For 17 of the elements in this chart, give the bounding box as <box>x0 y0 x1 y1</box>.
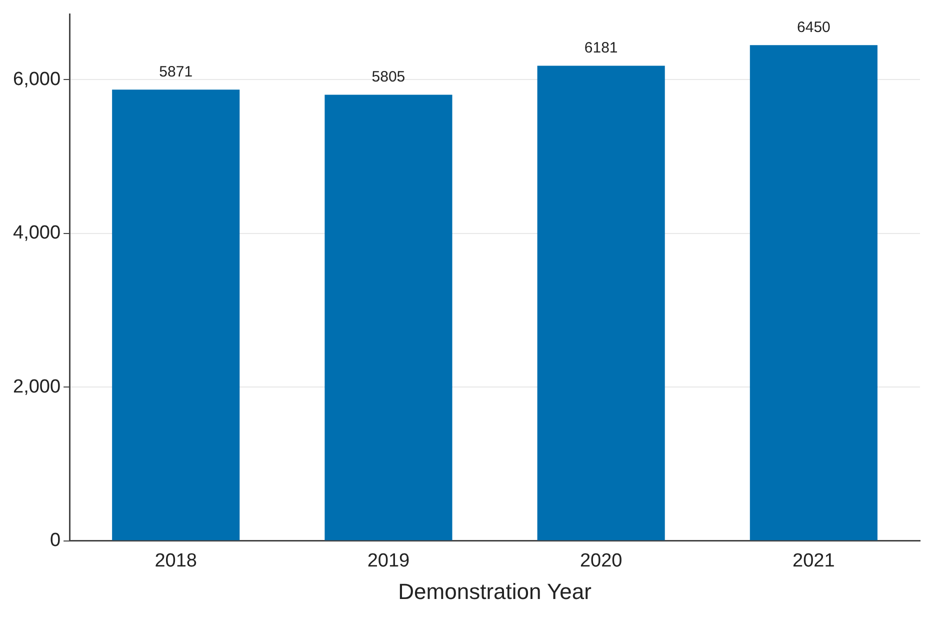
bar <box>112 90 240 540</box>
data-label: 6450 <box>797 18 830 36</box>
bar <box>324 94 452 540</box>
x-tick-label: 2019 <box>367 550 410 572</box>
bar <box>750 45 878 540</box>
y-tick-label: 4,000 <box>13 222 61 244</box>
y-tick-label: 2,000 <box>13 376 61 398</box>
bar <box>537 66 665 540</box>
x-axis-title: Demonstration Year <box>398 578 592 604</box>
data-label: 5871 <box>159 63 193 80</box>
x-tick-label: 2020 <box>580 550 622 572</box>
x-tick-label: 2021 <box>792 550 835 572</box>
x-tick-label: 2018 <box>154 550 197 572</box>
y-tick-label: 6,000 <box>13 68 61 90</box>
data-label: 6181 <box>584 39 618 56</box>
data-label: 5805 <box>372 68 406 86</box>
y-tick-label: 0 <box>50 530 61 552</box>
